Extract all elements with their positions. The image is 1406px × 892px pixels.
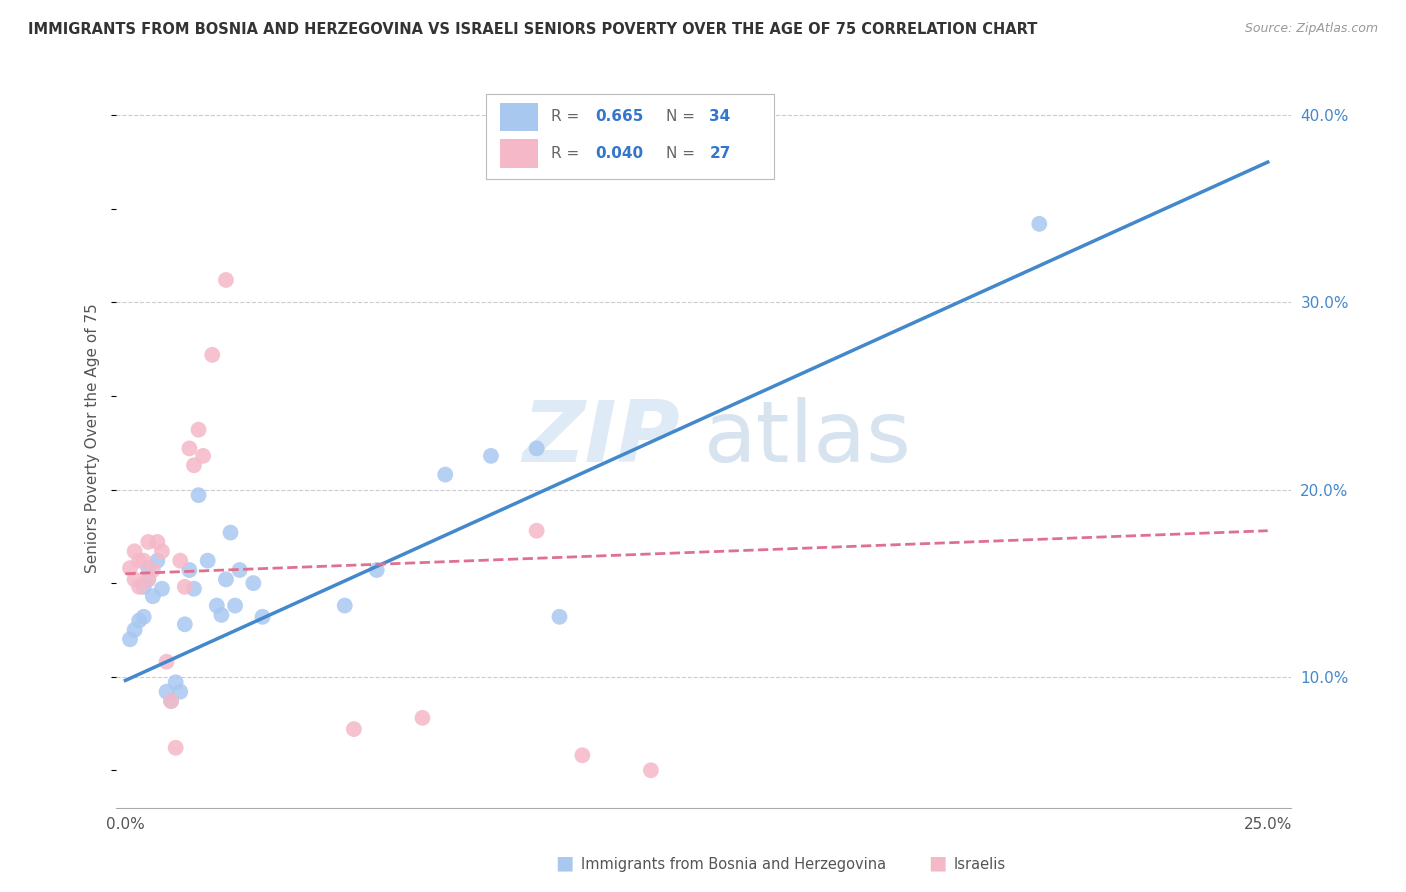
Y-axis label: Seniors Poverty Over the Age of 75: Seniors Poverty Over the Age of 75 [86, 303, 100, 573]
Point [165, 740, 187, 755]
Point [187, 423, 209, 437]
FancyBboxPatch shape [501, 139, 538, 168]
Point [132, 554, 155, 568]
Point [191, 449, 214, 463]
Point [1028, 217, 1050, 231]
Point [169, 684, 191, 698]
Text: N =: N = [666, 109, 700, 124]
Point [242, 576, 264, 591]
Point [146, 535, 169, 549]
Point [201, 348, 224, 362]
Text: 34: 34 [709, 109, 731, 124]
FancyBboxPatch shape [486, 95, 773, 179]
Point [219, 525, 242, 540]
Point [526, 524, 548, 538]
Text: IMMIGRANTS FROM BOSNIA AND HERZEGOVINA VS ISRAELI SENIORS POVERTY OVER THE AGE O: IMMIGRANTS FROM BOSNIA AND HERZEGOVINA V… [28, 22, 1038, 37]
Point [411, 711, 433, 725]
Point [169, 554, 191, 568]
FancyBboxPatch shape [501, 103, 538, 130]
Point [179, 442, 201, 456]
Point [165, 675, 187, 690]
Point [155, 684, 177, 698]
Point [132, 609, 155, 624]
Point [118, 632, 141, 647]
Point [128, 614, 150, 628]
Point [160, 694, 183, 708]
Text: R =: R = [551, 146, 583, 161]
Point [132, 580, 155, 594]
Point [640, 764, 662, 778]
Point [150, 582, 173, 596]
Point [526, 442, 548, 456]
Point [160, 694, 183, 708]
Text: ■: ■ [928, 854, 946, 872]
Point [142, 563, 165, 577]
Text: Immigrants from Bosnia and Herzegovina: Immigrants from Bosnia and Herzegovina [581, 857, 886, 872]
Point [187, 488, 209, 502]
Point [183, 582, 205, 596]
Point [146, 554, 169, 568]
Text: ZIP: ZIP [522, 397, 681, 480]
Point [479, 449, 502, 463]
Point [124, 544, 146, 558]
Point [136, 573, 159, 587]
Point [215, 573, 238, 587]
Point [228, 563, 250, 577]
Point [136, 573, 159, 587]
Point [150, 544, 173, 558]
Text: 27: 27 [709, 146, 731, 161]
Text: N =: N = [666, 146, 700, 161]
Point [252, 609, 274, 624]
Point [128, 554, 150, 568]
Text: atlas: atlas [703, 397, 911, 480]
Point [224, 599, 246, 613]
Point [142, 589, 165, 603]
Point [179, 563, 201, 577]
Point [366, 563, 388, 577]
Text: 0.040: 0.040 [595, 146, 644, 161]
Point [548, 609, 571, 624]
Point [183, 458, 205, 473]
Point [197, 554, 219, 568]
Point [118, 561, 141, 575]
Point [209, 607, 232, 622]
Point [215, 273, 238, 287]
Point [128, 580, 150, 594]
Point [205, 599, 228, 613]
Text: ■: ■ [555, 854, 574, 872]
Point [343, 722, 366, 736]
Point [173, 580, 195, 594]
Point [124, 573, 146, 587]
Point [173, 617, 195, 632]
Point [571, 748, 593, 763]
Point [136, 535, 159, 549]
Text: 0.665: 0.665 [595, 109, 644, 124]
Point [124, 623, 146, 637]
Text: R =: R = [551, 109, 583, 124]
Point [136, 561, 159, 575]
Point [434, 467, 457, 482]
Point [155, 655, 177, 669]
Text: Israelis: Israelis [953, 857, 1005, 872]
Point [333, 599, 356, 613]
Text: Source: ZipAtlas.com: Source: ZipAtlas.com [1244, 22, 1378, 36]
